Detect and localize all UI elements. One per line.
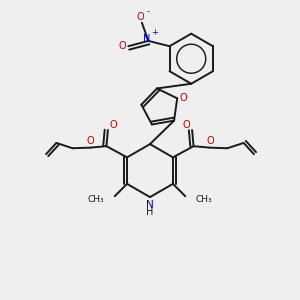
Text: CH₃: CH₃ [196,195,212,204]
Text: O: O [110,120,117,130]
Text: O: O [180,93,188,103]
Text: O: O [86,136,94,146]
Text: O: O [206,136,214,146]
Text: N: N [146,200,154,210]
Text: H: H [146,207,154,218]
Text: +: + [152,28,158,37]
Text: O: O [118,41,126,51]
Text: -: - [147,7,150,16]
Text: N: N [143,34,151,44]
Text: O: O [136,12,144,22]
Text: CH₃: CH₃ [88,195,104,204]
Text: O: O [183,120,190,130]
